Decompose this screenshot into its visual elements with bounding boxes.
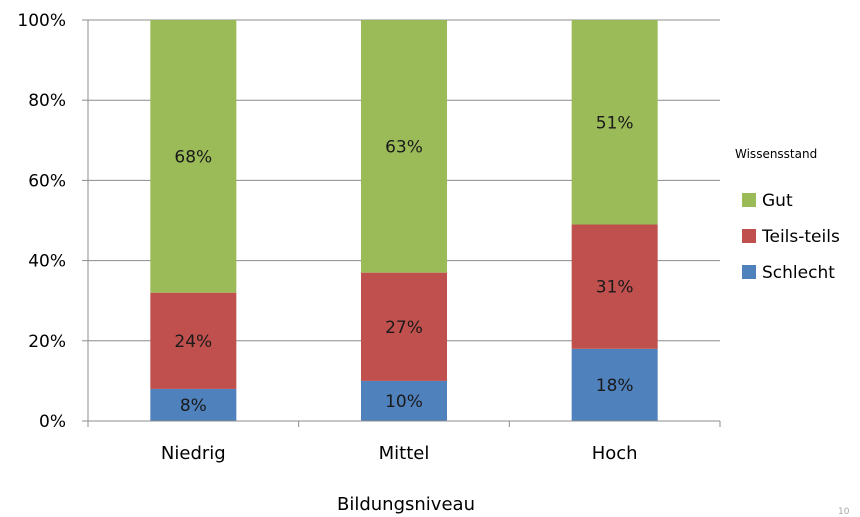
bar-segment-schlecht <box>361 380 447 421</box>
bar-segment-teils-teils <box>361 272 447 381</box>
data-label: 10% <box>385 392 423 412</box>
axes: 0% 20% 40% 60% 80% 100% Niedrig Mittel Hoch <box>17 11 721 464</box>
x-tick-label: Hoch <box>592 443 638 464</box>
y-tick-label: 60% <box>28 171 66 191</box>
x-axis-title: Bildungsniveau <box>337 494 475 515</box>
data-label: 8% <box>180 396 207 416</box>
x-tick-label: Mittel <box>379 443 430 464</box>
data-label: 68% <box>174 147 212 167</box>
bar-segment-gut <box>150 20 237 293</box>
bar-segment-teils-teils <box>571 224 658 349</box>
data-label: 27% <box>385 318 423 338</box>
y-tick-label: 40% <box>28 252 66 272</box>
bar-segment-gut <box>361 20 447 273</box>
legend: Gut Teils-teils Schlecht <box>742 191 840 283</box>
data-labels: 8% 24% 68% 10% 27% 63% 18% 31% 51% <box>174 113 633 416</box>
x-tick-label: Niedrig <box>161 443 226 464</box>
legend-swatch <box>742 229 756 243</box>
page-number: 10 <box>838 507 850 517</box>
data-label: 24% <box>174 332 212 352</box>
data-label: 63% <box>385 137 423 157</box>
bar-segment-schlecht <box>571 348 658 421</box>
legend-title: Wissensstand <box>735 147 817 161</box>
y-tick-label: 80% <box>28 91 66 111</box>
y-tick-label: 0% <box>39 412 66 432</box>
bar-segment-schlecht <box>150 388 237 421</box>
legend-swatch <box>742 265 756 279</box>
data-label: 51% <box>596 113 634 133</box>
bar-segment-teils-teils <box>150 292 237 389</box>
data-label: 31% <box>596 278 634 298</box>
legend-label: Gut <box>762 191 793 211</box>
bar-segment-gut <box>571 20 658 225</box>
bars <box>150 20 658 421</box>
y-tick-label: 20% <box>28 332 66 352</box>
legend-label: Teils-teils <box>761 227 840 247</box>
y-tick-label: 100% <box>17 11 66 31</box>
data-label: 18% <box>596 376 634 396</box>
legend-swatch <box>742 193 756 207</box>
legend-label: Schlecht <box>762 263 835 283</box>
